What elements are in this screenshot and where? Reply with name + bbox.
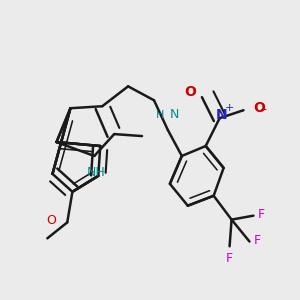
Text: ⁻: ⁻ <box>259 105 266 119</box>
Text: F: F <box>226 252 233 265</box>
Text: +: + <box>225 103 234 113</box>
Text: O: O <box>46 214 56 227</box>
Text: O: O <box>254 101 265 115</box>
Text: N: N <box>170 108 179 122</box>
Text: NH: NH <box>87 166 106 179</box>
Text: O: O <box>185 85 197 99</box>
Text: F: F <box>257 208 265 221</box>
Text: F: F <box>254 234 261 247</box>
Text: H: H <box>156 110 164 120</box>
Text: N: N <box>216 108 227 122</box>
